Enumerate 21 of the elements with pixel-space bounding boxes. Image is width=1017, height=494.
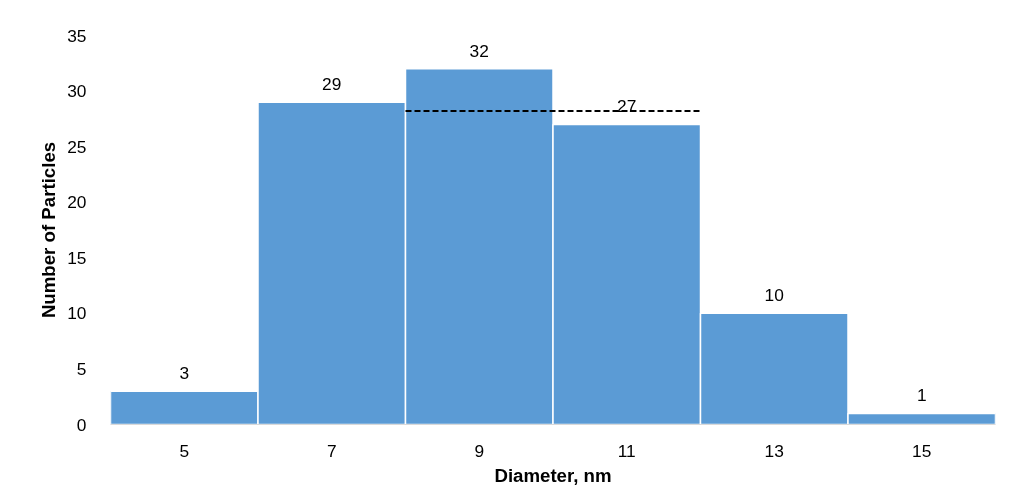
data-label: 29 — [322, 74, 342, 95]
y-tick-label: 5 — [76, 358, 87, 379]
x-tick-label: 13 — [764, 440, 784, 461]
y-tick-label: 20 — [67, 192, 87, 213]
y-tick-label: 10 — [67, 303, 87, 324]
data-label: 10 — [764, 285, 784, 306]
x-tick-label: 7 — [326, 440, 337, 461]
y-tick-label: 35 — [67, 25, 87, 46]
y-axis-title: Number of Particles — [38, 141, 60, 319]
y-tick-label: 30 — [67, 81, 87, 102]
x-tick-label: 9 — [474, 440, 485, 461]
data-label: 1 — [916, 385, 927, 406]
data-label: 32 — [469, 40, 489, 61]
y-tick-label: 25 — [67, 136, 87, 157]
data-label: 3 — [179, 363, 190, 384]
x-axis-title: Diameter, nm — [494, 464, 612, 486]
x-tick-label: 11 — [617, 440, 636, 461]
y-tick-label: 0 — [76, 414, 87, 435]
x-tick-label: 15 — [912, 440, 932, 461]
y-tick-label: 15 — [67, 247, 87, 268]
x-tick-label: 5 — [179, 440, 190, 461]
